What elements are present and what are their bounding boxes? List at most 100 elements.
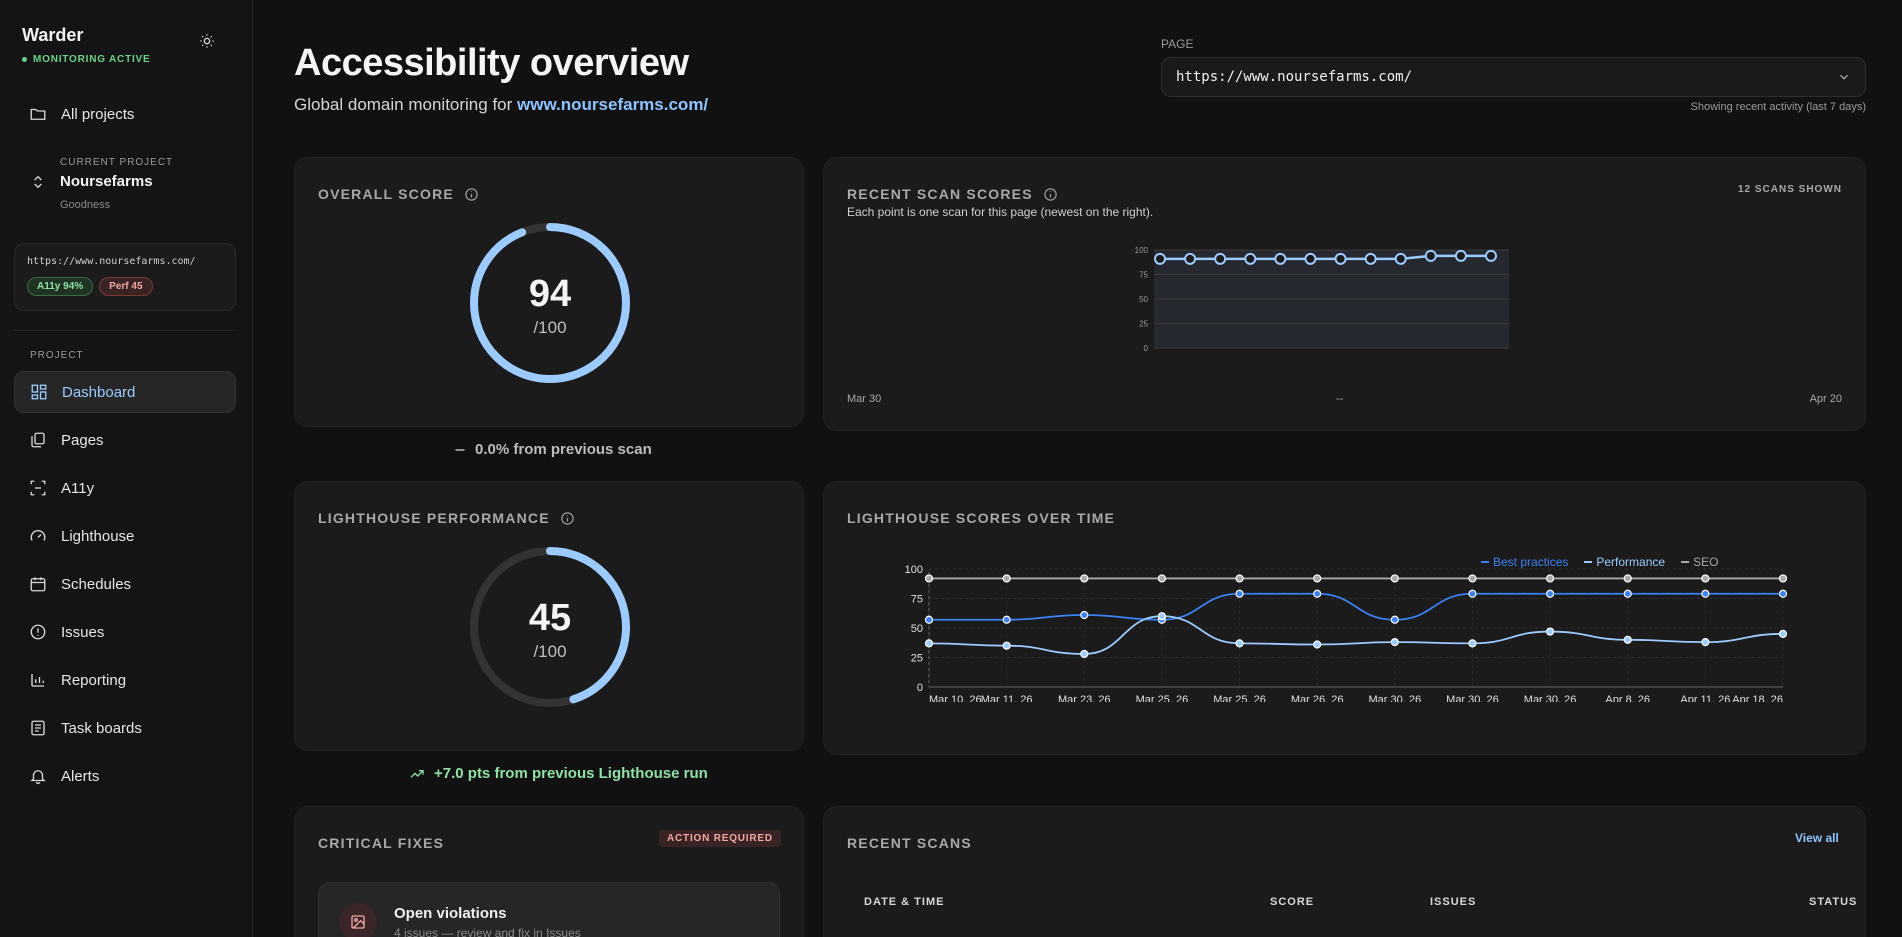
- sidebar-item-issues[interactable]: Issues: [14, 611, 236, 653]
- sidebar-item-label: Reporting: [61, 671, 127, 689]
- recent-scans-title: RECENT SCANS: [847, 835, 972, 851]
- lighthouse-performance-gauge: [470, 547, 630, 707]
- y-tick-label: 0: [917, 682, 923, 694]
- sidebar-item-label: Dashboard: [62, 383, 136, 401]
- data-point: [1304, 252, 1317, 265]
- data-point: [1778, 589, 1788, 598]
- project-switcher[interactable]: [30, 174, 46, 195]
- info-icon[interactable]: [464, 187, 479, 202]
- chevron-down-icon: [1840, 74, 1848, 80]
- scan-x-start: Mar 30: [847, 393, 882, 405]
- x-tick-label: Mar 26, 26: [1291, 694, 1344, 702]
- data-point: [924, 615, 934, 624]
- monitoring-status-label: MONITORING ACTIVE: [33, 54, 151, 65]
- domain-link[interactable]: www.noursefarms.com/: [517, 95, 709, 114]
- a11y-badge: A11y 94%: [27, 277, 94, 296]
- alert-circle-icon: [30, 624, 46, 640]
- monitoring-status: MONITORING ACTIVE: [22, 54, 151, 65]
- open-violations-subtitle: 4 issues — review and fix in Issues: [394, 926, 581, 937]
- sidebar-item-label: Lighthouse: [61, 527, 135, 545]
- critical-fixes-title: CRITICAL FIXES: [318, 835, 445, 851]
- data-point: [1313, 574, 1322, 583]
- info-icon[interactable]: [560, 511, 575, 526]
- data-point: [1468, 639, 1477, 648]
- overall-score-denominator: /100: [533, 318, 567, 337]
- gauge-icon: [30, 530, 46, 541]
- sidebar-item-label: Schedules: [61, 575, 132, 593]
- data-point: [1623, 589, 1632, 598]
- x-tick-label: Mar 30, 26: [1524, 694, 1577, 702]
- lighthouse-over-time-card: LIGHTHOUSE SCORES OVER TIME 0 25 50 75 100 Ma…: [823, 481, 1866, 755]
- x-tick-label: Mar 10, 26: [929, 694, 982, 702]
- x-tick-label: Mar 25, 26: [1136, 694, 1189, 702]
- pages-icon: [31, 432, 45, 448]
- overall-score-delta: 0.0% from previous scan: [454, 441, 652, 458]
- overall-score-gauge: [470, 223, 630, 383]
- all-projects-link[interactable]: All projects: [14, 93, 236, 135]
- sidebar-item-dashboard[interactable]: Dashboard: [14, 371, 236, 413]
- data-point: [924, 574, 934, 583]
- data-point: [1454, 249, 1467, 262]
- recent-activity-note: Showing recent activity (last 7 days): [1690, 101, 1866, 113]
- page-select[interactable]: https://www.noursefarms.com/: [1161, 57, 1866, 97]
- y-tick-label: 50: [911, 623, 923, 635]
- data-point: [1545, 574, 1555, 583]
- sidebar-item-lighthouse[interactable]: Lighthouse: [14, 515, 236, 557]
- x-tick-label: Apr 18, 26: [1732, 694, 1783, 702]
- data-point: [1002, 574, 1011, 583]
- data-point: [1157, 574, 1167, 583]
- current-project-label: CURRENT PROJECT: [60, 157, 174, 168]
- data-point: [1313, 640, 1322, 649]
- dashboard-icon: [31, 384, 47, 400]
- sidebar-item-label: Task boards: [61, 719, 142, 737]
- data-point: [1778, 574, 1788, 583]
- project-section-label: PROJECT: [30, 350, 84, 361]
- page-title: Accessibility overview: [294, 42, 689, 84]
- open-violations-item[interactable]: Open violations 4 issues — review and fi…: [318, 882, 780, 937]
- sidebar-item-alerts[interactable]: Alerts: [14, 755, 236, 797]
- data-point: [1424, 249, 1437, 262]
- x-tick-label: Apr 11, 26: [1680, 694, 1730, 702]
- sidebar-item-label: Pages: [61, 431, 104, 449]
- sidebar-item-label: Issues: [61, 623, 105, 641]
- dash-icon: [455, 448, 465, 451]
- lighthouse-score-denominator: /100: [533, 642, 567, 661]
- sidebar-item-a11y[interactable]: A11y: [14, 467, 236, 509]
- bar-chart-icon: [31, 674, 44, 687]
- legend-best-practices[interactable]: Best practices: [1481, 555, 1568, 569]
- data-point: [1468, 574, 1477, 583]
- view-all-link[interactable]: View all: [1795, 831, 1839, 845]
- y-tick-label: 75: [1139, 271, 1148, 280]
- current-project-name[interactable]: Noursefarms: [60, 173, 153, 190]
- legend-seo[interactable]: SEO: [1681, 555, 1718, 569]
- sun-icon: [200, 34, 214, 48]
- recent-scan-scores-title: RECENT SCAN SCORES: [847, 186, 1058, 202]
- data-point: [1701, 589, 1710, 598]
- data-point: [1334, 252, 1347, 265]
- x-tick-label: Mar 25, 26: [1213, 694, 1266, 702]
- data-point: [1701, 638, 1710, 647]
- legend-performance[interactable]: Performance: [1584, 555, 1665, 569]
- lighthouse-delta-text: +7.0 pts from previous Lighthouse run: [434, 765, 708, 782]
- data-point: [1184, 252, 1197, 265]
- legend-label: SEO: [1693, 555, 1719, 569]
- recent-scans-card: RECENT SCANS: [823, 806, 1866, 937]
- sidebar-item-reporting[interactable]: Reporting: [14, 659, 236, 701]
- column-header-issues: ISSUES: [1430, 896, 1477, 908]
- theme-toggle-button[interactable]: [196, 30, 218, 52]
- sidebar-item-task-boards[interactable]: Task boards: [14, 707, 236, 749]
- perf-badge: Perf 45: [99, 277, 153, 296]
- overall-score-value: 94: [528, 273, 572, 315]
- sidebar-item-label: Alerts: [61, 767, 100, 785]
- data-point: [1157, 612, 1167, 621]
- recent-scan-scores-title-text: RECENT SCAN SCORES: [847, 186, 1033, 202]
- sidebar-item-schedules[interactable]: Schedules: [14, 563, 236, 605]
- column-header-date: DATE & TIME: [864, 896, 945, 908]
- sidebar-item-pages[interactable]: Pages: [14, 419, 236, 461]
- legend-label: Performance: [1596, 555, 1666, 569]
- column-header-status: STATUS: [1809, 896, 1858, 908]
- info-icon[interactable]: [1043, 187, 1058, 202]
- page-select-value: https://www.noursefarms.com/: [1176, 69, 1413, 85]
- violations-icon-wrap: [339, 903, 377, 937]
- y-tick-label: 25: [1139, 320, 1148, 329]
